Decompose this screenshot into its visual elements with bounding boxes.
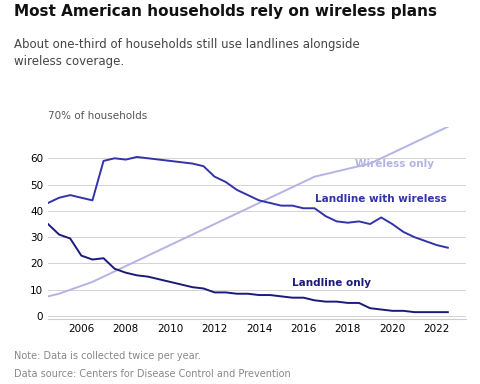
Text: Most American households rely on wireless plans: Most American households rely on wireles… xyxy=(14,4,437,19)
Text: Landline only: Landline only xyxy=(292,278,372,288)
Text: Data source: Centers for Disease Control and Prevention: Data source: Centers for Disease Control… xyxy=(14,369,291,379)
Text: Note: Data is collected twice per year.: Note: Data is collected twice per year. xyxy=(14,351,201,361)
Text: Wireless only: Wireless only xyxy=(355,159,433,169)
Text: 70% of households: 70% of households xyxy=(48,111,147,121)
Text: Landline with wireless: Landline with wireless xyxy=(314,194,446,204)
Text: About one-third of households still use landlines alongside
wireless coverage.: About one-third of households still use … xyxy=(14,38,360,68)
